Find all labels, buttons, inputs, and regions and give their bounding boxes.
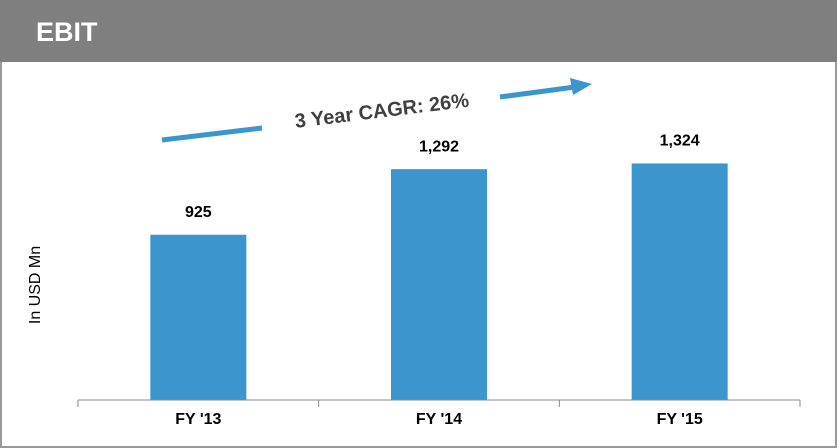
arrow-shaft: [499, 84, 576, 100]
bar: [150, 234, 247, 400]
cagr-arrow: [161, 78, 592, 143]
value-label: 1,324: [660, 133, 700, 150]
arrow-head: [570, 78, 592, 95]
x-tick-label: FY '13: [175, 411, 221, 428]
value-label: 925: [185, 204, 212, 221]
x-tick-label: FY '15: [657, 411, 703, 428]
y-axis-label: In USD Mn: [27, 246, 44, 324]
bar: [631, 163, 728, 400]
bar: [391, 169, 487, 400]
chart-title: EBIT: [36, 17, 98, 47]
header-bar: [0, 0, 837, 62]
x-tick-label: FY '14: [416, 411, 462, 428]
value-label: 1,292: [419, 138, 459, 155]
arrow-tail: [161, 125, 263, 143]
